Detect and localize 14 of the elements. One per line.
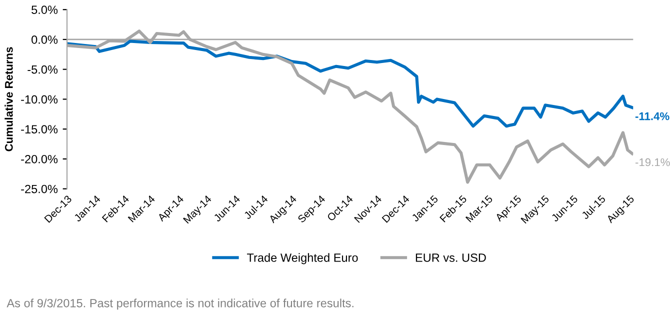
- annotation: -11.4%: [635, 112, 670, 120]
- y-tick-label: -20.0%: [21, 154, 58, 164]
- legend-label: Trade Weighted Euro: [247, 253, 358, 264]
- y-tick-label: 5.0%: [32, 6, 58, 14]
- legend-label: EUR vs. USD: [416, 253, 486, 262]
- y-tick-label: 0.0%: [32, 36, 58, 44]
- y-tick-label: -15.0%: [21, 125, 58, 134]
- y-tick-label: -25.0%: [21, 184, 58, 194]
- y-tick-label: -5.0%: [28, 65, 58, 74]
- text: As of 9/3/2015. Past performance is not indicative of future results.: [6, 298, 354, 310]
- line-series: [67, 40, 634, 128]
- y-axis-title: Cumulative Returns: [4, 47, 13, 152]
- y-tick-label: -10.0%: [21, 95, 58, 104]
- annotation: -19.1%: [635, 158, 670, 166]
